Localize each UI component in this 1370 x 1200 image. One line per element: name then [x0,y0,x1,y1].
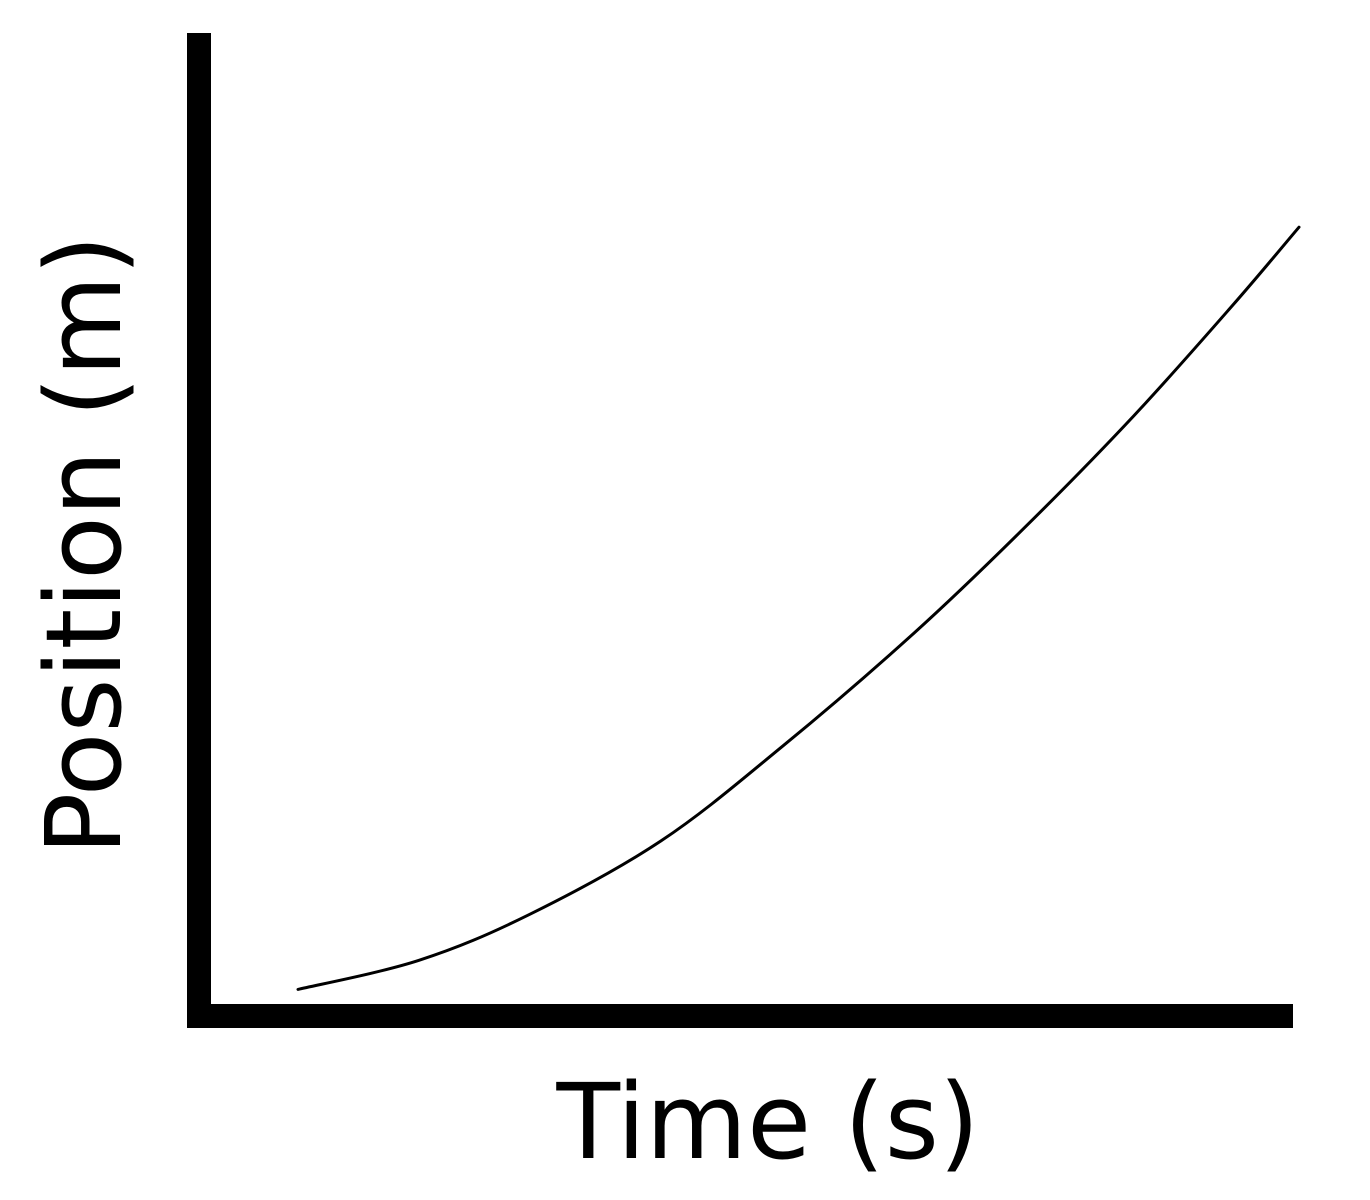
y-axis-label: Position (m) [23,235,145,855]
x-axis-label: Time (s) [556,1061,980,1183]
position-curve [296,225,1301,991]
